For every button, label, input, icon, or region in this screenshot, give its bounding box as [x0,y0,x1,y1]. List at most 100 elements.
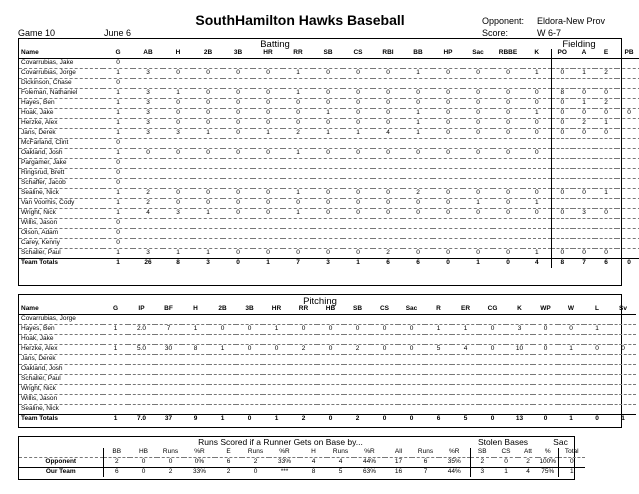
cell [493,58,523,69]
cell: 0 [343,98,373,109]
cell [236,334,263,345]
cell: 0 [103,218,133,229]
cell [533,314,558,325]
cell: 5.0 [128,344,155,355]
cell: 0 [253,248,283,259]
cell [223,168,253,179]
cell [610,394,636,405]
cell: 0 [373,88,403,99]
cell [398,334,425,345]
cell: 8 [182,344,209,355]
cell: 1 [476,259,480,267]
cell [573,78,595,89]
cell [290,384,317,395]
cell: 0 [283,98,313,109]
cell: 0 [193,198,223,209]
cell: CS [371,305,398,315]
cell [155,404,182,415]
cell [263,364,290,375]
row-label: Jans, Derek [19,354,103,365]
cell: 0 [343,108,373,119]
cell: 0 [236,259,240,267]
cell: Sac [463,49,493,59]
opponent-name: Eldora-New Prov [537,16,606,26]
cell: 1 [425,324,452,335]
table-row: Willis, Jason 0 [19,218,639,229]
cell [263,394,290,405]
cell [373,238,403,249]
cell [584,384,610,395]
cell: 1 [356,259,360,267]
cell: 1 [283,208,313,219]
cell [128,364,155,375]
cell: 0 [403,148,433,159]
cell: 1 [595,118,617,129]
cell [290,354,317,365]
cell: 4 [300,457,327,468]
cell: 6 [386,259,390,267]
cell [610,404,636,415]
cell: 0 [595,415,599,423]
cell: 0 [494,457,518,468]
batting-table: Name G AB H 2B 3B HR RR SB CS RBI BB HP Sac RBBE K PO A E P… [19,49,639,268]
cell: 1 [595,188,617,199]
cell [523,168,551,179]
cell: 2 [290,344,317,355]
cell [128,374,155,385]
table-row: Foleman, Nathaniel 1 3 1 0 0 0 1 0 0 0 0 0 0 0 0 8 0 0 [19,88,639,99]
table-row: Wright, Nick 1 4 3 1 0 0 1 0 0 0 0 0 0 0 0 0 3 0 [19,208,639,219]
cell: 0 [493,188,523,199]
cell [584,354,610,365]
cell: % [538,448,558,458]
cell: 0 [373,108,403,119]
cell [610,374,636,385]
cell [595,218,617,229]
cell: 0 [493,108,523,119]
cell [506,394,533,405]
cell [595,168,617,179]
cell: 1 [274,415,279,423]
cell: RBBE [493,49,523,59]
row-label: Foleman, Nathaniel [19,88,103,99]
cell [193,178,223,189]
cell [550,198,573,209]
cell: 0 [398,324,425,335]
cell [573,228,595,239]
table-row: Hoak, Jake 1 3 0 0 0 0 0 1 0 0 1 0 0 0 1 0 0 0 0 [19,108,639,119]
cell: 33% [192,468,206,476]
cell [573,138,595,149]
cell [163,168,193,179]
cell: 1 [403,128,433,139]
cell: 0 [193,188,223,199]
cell [493,238,523,249]
cell: CG [479,305,506,315]
cell: %R [439,448,470,458]
cell: 0 [523,88,551,99]
cell [373,78,403,89]
cell: %R [269,448,300,458]
cell: 0 [433,188,463,199]
cell: 16 [394,468,403,476]
cell: 1 [193,248,223,259]
cell: Total [557,448,585,458]
totals-row: Team Totals 1 7.0 37 9 1 0 1 2 0 2 0 0 6 5 0 13 0 1 0 1 [19,415,636,425]
cell: 0 [558,324,584,335]
cell: 0 [573,108,595,119]
cell [617,228,639,239]
cell [550,218,573,229]
cell: 0 [283,108,313,119]
cell: 0 [523,118,551,129]
cell [209,334,236,345]
cell [403,238,433,249]
cell: 0 [373,148,403,159]
pitching-title: Pitching [303,296,337,307]
cell [463,78,493,89]
cell [236,394,263,405]
cell: 2.0 [128,324,155,335]
cell [290,364,317,375]
table-row: Opponent 2 0 0 0% 6 2 33% 4 4 44% 17 6 35% 2 0 2 100% 0 [19,457,585,468]
cell: 63% [362,468,376,476]
cell: 37 [164,415,173,423]
cell: 0 [313,188,343,199]
cell: 0 [313,68,343,79]
